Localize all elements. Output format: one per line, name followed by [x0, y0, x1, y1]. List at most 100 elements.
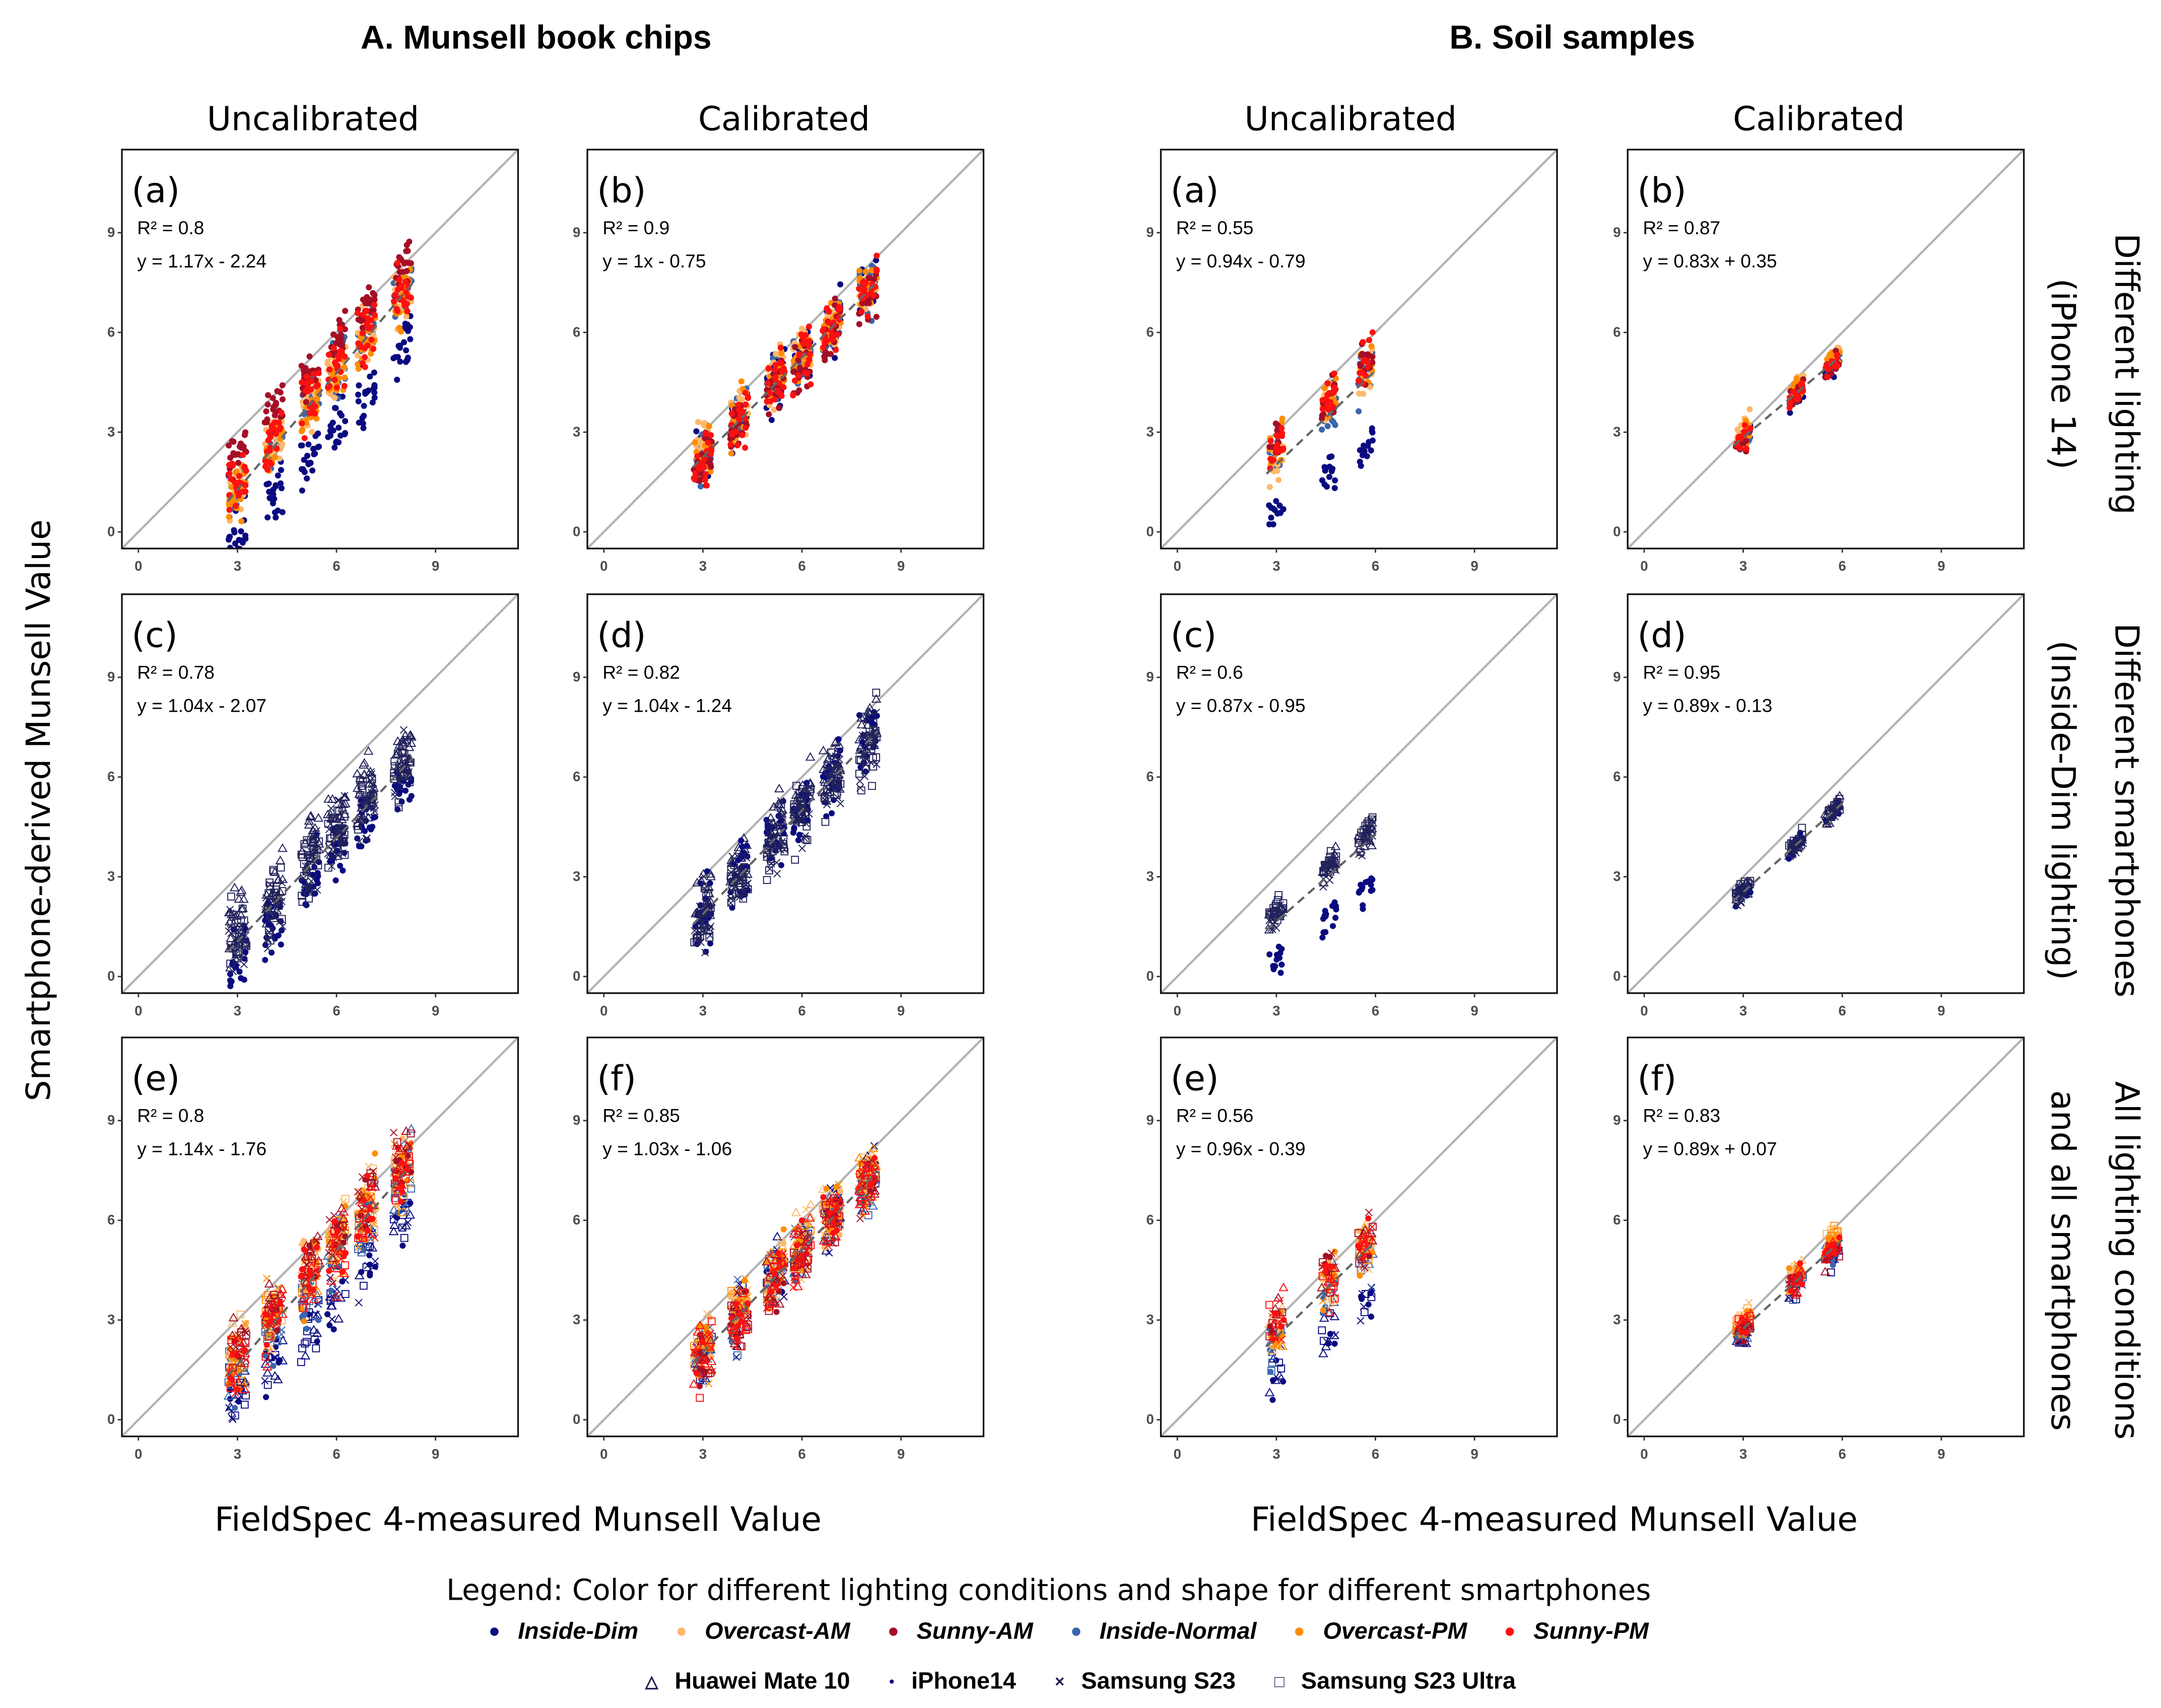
data-point	[698, 1323, 704, 1329]
data-point	[857, 786, 865, 795]
data-point	[821, 326, 827, 332]
data-point	[337, 837, 346, 845]
data-point	[798, 325, 805, 332]
point-layer	[1161, 150, 1557, 549]
data-point	[801, 835, 810, 844]
r-squared-annotation: R² = 0.9	[602, 217, 669, 238]
data-point	[227, 1343, 235, 1351]
data-point	[392, 292, 398, 298]
data-point	[362, 364, 368, 370]
data-point	[312, 890, 318, 897]
data-point	[335, 1292, 346, 1302]
data-point	[826, 788, 835, 796]
data-point	[1333, 906, 1339, 913]
y-tick-label: 3	[107, 868, 115, 884]
data-point	[1279, 416, 1286, 422]
data-point	[856, 285, 862, 292]
data-point	[314, 444, 321, 450]
data-point	[744, 1293, 752, 1301]
data-point	[742, 864, 751, 872]
x-tick-label: 3	[1272, 558, 1280, 574]
data-point	[394, 1145, 404, 1155]
data-point	[1274, 441, 1280, 448]
data-point	[772, 1232, 782, 1241]
y-tick-label: 9	[107, 669, 115, 685]
data-point	[396, 277, 402, 283]
data-point	[261, 1321, 269, 1329]
one-to-one-line	[122, 594, 518, 993]
data-point	[806, 785, 815, 793]
data-point	[300, 1350, 311, 1360]
data-point	[734, 442, 740, 449]
data-point	[1324, 391, 1331, 398]
data-point	[872, 709, 881, 717]
data-point	[359, 330, 366, 336]
data-point	[298, 1344, 306, 1352]
data-point	[233, 468, 239, 475]
data-point	[1266, 502, 1272, 509]
data-point	[1323, 911, 1329, 918]
data-point	[873, 257, 880, 263]
data-point	[366, 1193, 374, 1201]
data-point	[1266, 521, 1272, 527]
data-point	[277, 1299, 284, 1306]
data-point	[231, 1411, 239, 1420]
data-point	[331, 444, 338, 451]
data-point	[860, 289, 866, 296]
data-point	[408, 793, 415, 799]
data-point	[774, 822, 782, 830]
data-point	[821, 796, 829, 804]
data-point	[798, 818, 806, 827]
data-point	[1368, 813, 1377, 822]
data-point	[298, 1306, 304, 1312]
data-point	[238, 518, 245, 524]
data-point	[805, 1199, 816, 1208]
data-point	[399, 726, 408, 734]
data-point	[237, 480, 244, 487]
data-point	[1747, 425, 1754, 432]
data-point	[228, 1363, 236, 1371]
data-point	[226, 507, 233, 513]
data-point	[389, 1220, 400, 1229]
data-point	[407, 1129, 415, 1138]
data-point	[1353, 831, 1364, 840]
data-point	[300, 1266, 307, 1272]
data-point	[775, 387, 781, 394]
data-point	[767, 390, 773, 397]
data-point	[1357, 447, 1363, 453]
point-layer	[587, 1037, 984, 1437]
data-point	[307, 386, 314, 393]
data-point	[1319, 426, 1325, 433]
y-tick-label: 6	[573, 769, 580, 784]
data-point	[734, 873, 742, 881]
x-tick-label: 6	[1372, 1003, 1379, 1018]
data-point	[1321, 385, 1328, 392]
point-layer	[1628, 594, 2024, 993]
data-point	[695, 419, 702, 425]
data-point	[242, 488, 249, 495]
data-point	[362, 828, 368, 834]
data-point	[306, 1262, 317, 1271]
data-point	[1325, 406, 1331, 413]
data-point	[229, 911, 238, 919]
data-point	[324, 819, 332, 828]
data-point	[829, 810, 835, 816]
x-tick-label: 9	[432, 558, 439, 574]
data-point	[1786, 404, 1793, 411]
data-point	[278, 879, 286, 887]
data-point	[274, 1327, 280, 1333]
data-point	[708, 448, 715, 454]
data-point	[858, 731, 866, 739]
data-point	[357, 342, 363, 349]
data-point	[864, 313, 871, 320]
data-point	[329, 420, 336, 426]
data-point	[402, 1208, 411, 1216]
data-point	[265, 392, 272, 398]
data-point	[729, 878, 737, 886]
data-point	[1319, 477, 1325, 484]
y-tick-label: 3	[573, 424, 580, 439]
data-point	[340, 812, 349, 821]
y-tick-label: 6	[1613, 324, 1620, 339]
data-point	[407, 336, 414, 343]
data-point	[390, 789, 398, 797]
